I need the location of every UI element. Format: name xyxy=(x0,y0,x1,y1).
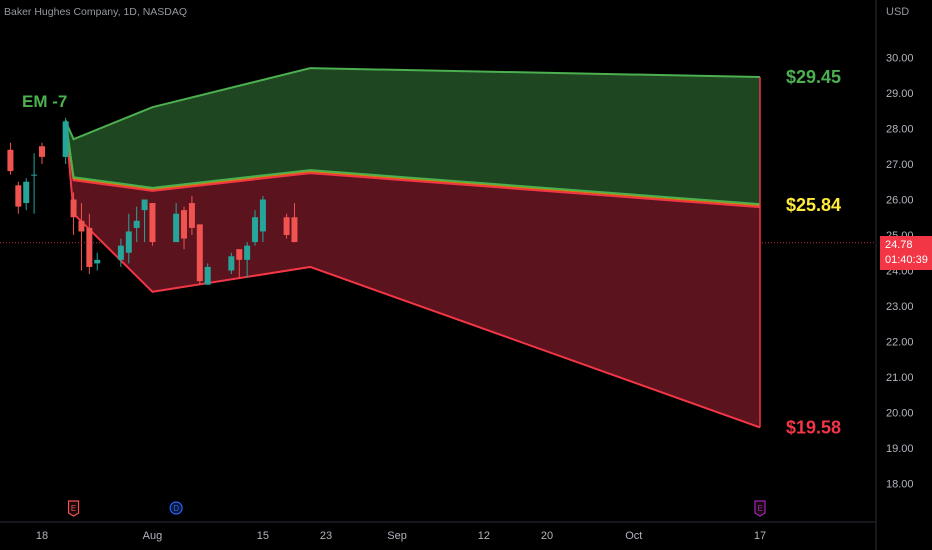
candle-body xyxy=(133,220,140,228)
y-tick-label: 30.00 xyxy=(886,53,914,65)
marker-letter: D xyxy=(173,504,179,513)
level-label-upper: $29.45 xyxy=(786,67,841,87)
candle-body xyxy=(70,199,77,218)
x-tick-label: Aug xyxy=(143,530,163,542)
x-tick-label: 12 xyxy=(478,530,490,542)
candle-body xyxy=(117,245,124,260)
candle-body xyxy=(228,256,235,271)
candle-body xyxy=(15,185,22,207)
earnings-marker: E xyxy=(67,500,80,517)
x-tick-label: Oct xyxy=(625,530,642,542)
earnings-marker: E xyxy=(754,500,766,517)
candle-body xyxy=(39,146,45,157)
y-tick-label: 20.00 xyxy=(886,408,914,420)
em-label: EM -7 xyxy=(22,92,67,111)
last-price-value: 24.78 xyxy=(885,239,913,251)
chart-title: Baker Hughes Company, 1D, NASDAQ xyxy=(4,6,188,18)
x-tick-label: 23 xyxy=(320,530,332,542)
y-tick-label: 22.00 xyxy=(886,337,914,349)
x-tick-label: Sep xyxy=(387,530,407,542)
annotations-layer: EM -7 $29.45 $25.84 $19.58 E D E xyxy=(22,67,841,517)
candle-body xyxy=(252,217,259,243)
dividend-marker: D xyxy=(169,501,183,515)
level-label-lower: $19.58 xyxy=(786,417,841,437)
candle-body xyxy=(141,199,148,211)
x-tick-label: 18 xyxy=(36,530,48,542)
y-tick-label: 27.00 xyxy=(886,159,914,171)
candle-body xyxy=(23,181,30,204)
candle-body xyxy=(173,213,180,243)
candle-body xyxy=(181,210,188,239)
y-tick-label: 18.00 xyxy=(886,479,914,491)
y-tick-label: 29.00 xyxy=(886,88,914,100)
y-tick-label: 19.00 xyxy=(886,443,914,455)
candle-body xyxy=(62,121,69,157)
candle-body xyxy=(78,220,85,232)
mid-line-green xyxy=(64,120,761,206)
upper-band-fill xyxy=(65,68,760,206)
bar-countdown: 01:40:39 xyxy=(885,254,928,266)
marker-letter: E xyxy=(757,504,762,513)
lower-band-fill xyxy=(65,121,760,428)
last-price-tag: 24.78 01:40:39 xyxy=(880,236,932,270)
x-tick-label: 15 xyxy=(257,530,269,542)
candle-body xyxy=(7,149,14,172)
marker-letter: E xyxy=(71,504,76,513)
upper-band-line xyxy=(64,67,761,141)
currency-label: USD xyxy=(886,6,910,18)
lower-band-line xyxy=(64,121,761,429)
candle-body xyxy=(86,227,93,267)
level-label-mid: $25.84 xyxy=(786,195,841,215)
candle-body xyxy=(236,249,243,260)
y-tick-label: 28.00 xyxy=(886,124,914,136)
expected-move-bands xyxy=(64,67,761,429)
x-tick-label: 17 xyxy=(754,530,766,542)
marker-shape xyxy=(169,501,183,515)
x-tick-label: 20 xyxy=(541,530,553,542)
candle-body xyxy=(196,224,203,282)
candlestick-series xyxy=(7,117,298,285)
candle-body xyxy=(291,217,298,243)
candle-body xyxy=(94,259,101,264)
y-tick-label: 21.00 xyxy=(886,372,914,384)
candle-body xyxy=(283,217,290,235)
candle-body xyxy=(149,203,156,243)
candle-body xyxy=(31,174,38,176)
marker-shape xyxy=(67,500,80,517)
y-tick-label: 26.00 xyxy=(886,195,914,207)
candle-body xyxy=(125,231,132,253)
marker-shape xyxy=(754,500,766,517)
candle-body xyxy=(204,266,211,285)
candle-body xyxy=(244,245,251,260)
candle-body xyxy=(259,199,266,232)
candle-body xyxy=(188,203,195,228)
y-tick-label: 23.00 xyxy=(886,301,914,313)
